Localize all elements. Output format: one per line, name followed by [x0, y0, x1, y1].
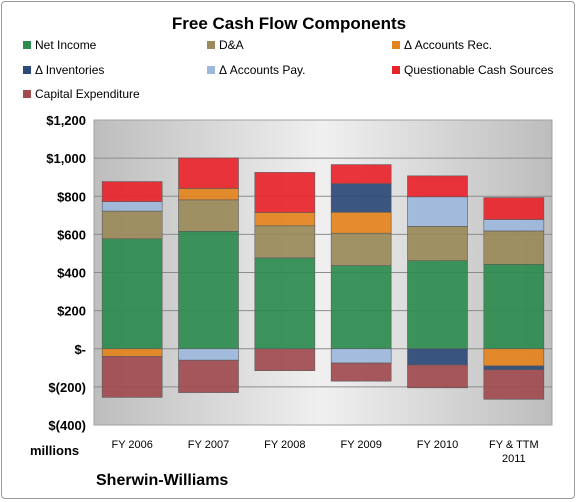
bar-segment [407, 226, 468, 261]
legend-label: Net Income [35, 38, 97, 52]
bar-segment [254, 212, 316, 227]
y-tick-label: $800 [57, 189, 86, 204]
x-tick-label: 2011 [502, 453, 526, 465]
bar-segment [483, 264, 545, 350]
legend-item-capex: Capital Expenditure [23, 87, 140, 101]
company-label: Sherwin-Williams [96, 472, 229, 489]
legend-swatch [23, 41, 31, 49]
bar-segment [407, 196, 468, 227]
bar-segment [330, 183, 392, 213]
bar-segment [254, 257, 316, 350]
bar-segment [483, 219, 545, 232]
bar-segment [101, 181, 163, 202]
bar-segment [101, 348, 163, 357]
bar-segment [483, 230, 545, 265]
bar-segment [407, 348, 468, 366]
x-tick-label: FY 2009 [340, 439, 381, 451]
bar-segment [254, 348, 316, 371]
bar-segment [101, 356, 163, 398]
bar-segment [483, 365, 545, 371]
bar-segment [407, 175, 468, 198]
bar-segment [178, 188, 239, 201]
bar-segment [178, 157, 239, 189]
bar-segment [330, 211, 392, 234]
bar-segment [330, 362, 392, 382]
legend-item-inventories: Δ Inventories [23, 63, 104, 77]
y-tick-label: $(400) [48, 418, 86, 433]
bar-segment [178, 359, 239, 393]
y-tick-label: $1,000 [46, 151, 86, 166]
legend-label: Δ Accounts Rec. [404, 38, 493, 52]
y-tick-label: $- [74, 342, 86, 357]
legend-label: Questionable Cash Sources [404, 63, 554, 77]
legend-swatch [207, 41, 215, 49]
x-tick-label: FY 2007 [188, 439, 229, 451]
legend-swatch [23, 66, 31, 74]
bar-segment [254, 172, 316, 213]
legend-label: D&A [219, 38, 244, 52]
x-tick-label: FY & TTM [489, 439, 539, 451]
legend-item-accounts-rec: Δ Accounts Rec. [392, 38, 492, 52]
legend-item-da: D&A [207, 38, 244, 52]
legend-item-accounts-pay: Δ Accounts Pay. [207, 63, 306, 77]
chart-title: Free Cash Flow Components [171, 14, 407, 33]
bar-segment [101, 210, 163, 240]
legend-swatch [23, 90, 31, 98]
y-tick-label: $200 [57, 304, 86, 319]
bar-segment [483, 369, 545, 400]
x-tick-label: FY 2006 [111, 439, 152, 451]
legend-item-questionable-cash: Questionable Cash Sources [392, 63, 553, 77]
bar-segment [330, 348, 392, 364]
bar-segment [101, 238, 163, 350]
y-tick-label: $(200) [48, 380, 86, 395]
y-tick-label: $400 [57, 266, 86, 281]
unit-label: millions [30, 443, 80, 458]
bar-segment [407, 260, 468, 350]
bar-segment [483, 348, 545, 367]
legend-swatch [392, 41, 400, 49]
x-tick-label: FY 2008 [264, 439, 305, 451]
legend-label: Δ Accounts Pay. [219, 63, 306, 77]
legend-item-net-income: Net Income [23, 38, 96, 52]
bar-segment [101, 201, 163, 212]
bar-segment [254, 225, 316, 259]
legend-label: Capital Expenditure [35, 87, 140, 101]
legend-label: Δ Inventories [35, 63, 105, 77]
bar-segment [178, 348, 239, 361]
legend-swatch [392, 66, 400, 74]
bar-segment [330, 164, 392, 184]
y-tick-label: $600 [57, 227, 86, 242]
bar-segment [330, 265, 392, 350]
y-tick-label: $1,200 [46, 113, 86, 128]
bar-segment [178, 199, 239, 232]
x-tick-label: FY 2010 [417, 439, 458, 451]
bar-segment [330, 232, 392, 266]
bar-segment [407, 364, 468, 389]
bar-segment [178, 231, 239, 350]
bar-segment [483, 197, 545, 220]
legend-swatch [207, 66, 215, 74]
